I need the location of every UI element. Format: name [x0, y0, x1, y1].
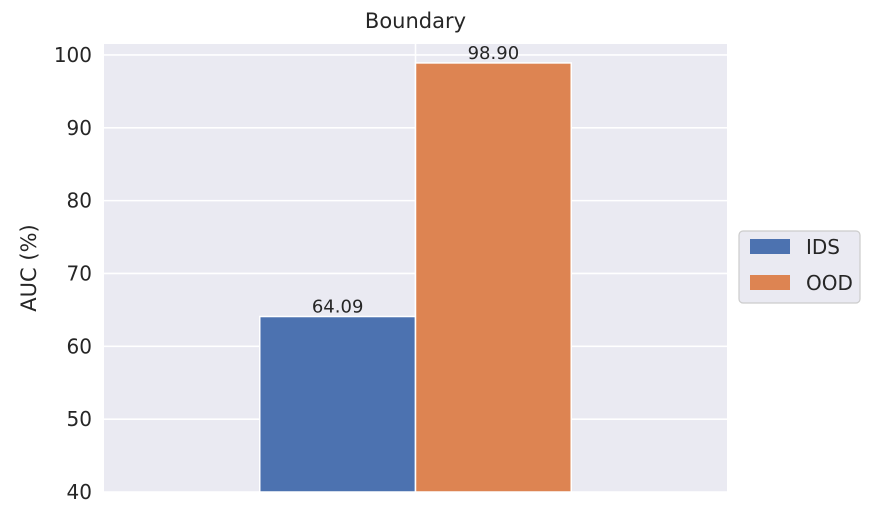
data-labels: 64.09 98.90 [312, 43, 519, 318]
chart-title: Boundary [365, 9, 466, 33]
y-tick-label-80: 80 [67, 189, 92, 213]
legend: IDS OOD [738, 230, 861, 304]
bars [259, 62, 572, 493]
y-tick-label-90: 90 [67, 116, 92, 140]
legend-label-ood: OOD [806, 271, 853, 295]
y-tick-label-60: 60 [67, 334, 92, 358]
legend-swatch-ids [750, 239, 790, 254]
bar-ood [414, 62, 572, 493]
y-tick-label-70: 70 [67, 261, 92, 285]
y-axis-label: AUC (%) [17, 224, 41, 311]
data-label-ids: 64.09 [312, 297, 364, 318]
legend-swatch-ood [750, 275, 790, 290]
legend-label-ids: IDS [806, 235, 840, 259]
bar-ids [259, 315, 417, 493]
y-tick-label-40: 40 [67, 480, 92, 504]
y-axis-ticks: 40 50 60 70 80 90 100 [54, 43, 92, 504]
data-label-ood: 98.90 [468, 43, 520, 64]
y-tick-label-100: 100 [54, 43, 92, 67]
y-tick-label-50: 50 [67, 407, 92, 431]
